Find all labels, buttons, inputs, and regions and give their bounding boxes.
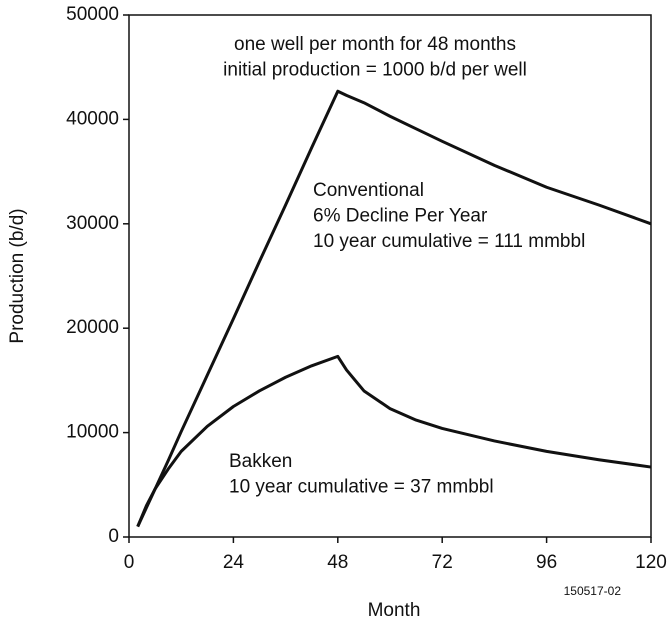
y-tick-label: 20000 [66, 317, 119, 338]
annotation: 6% Decline Per Year [313, 206, 488, 227]
annotation: one well per month for 48 months [234, 34, 516, 55]
plot-frame [128, 14, 652, 538]
annotation: Conventional [313, 180, 424, 201]
annotation: 10 year cumulative = 37 mmbbl [229, 477, 494, 498]
series-line [136, 354, 652, 528]
y-axis-label: Production (b/d) [7, 208, 28, 343]
y-tick-label: 50000 [66, 4, 119, 25]
y-tick-label: 30000 [66, 213, 119, 234]
x-tick-label: 24 [223, 552, 245, 573]
annotation: Bakken [229, 451, 292, 472]
y-tick-label: 40000 [66, 108, 119, 129]
y-tick-label: 0 [108, 526, 119, 547]
x-tick-label: 96 [536, 552, 557, 573]
x-tick-label: 48 [327, 552, 348, 573]
figure-id: 150517-02 [564, 584, 622, 598]
x-tick-label: 72 [432, 552, 453, 573]
annotation: initial production = 1000 b/d per well [223, 60, 527, 81]
series-line [136, 89, 652, 528]
y-tick-label: 10000 [66, 422, 119, 443]
x-tick-label: 0 [124, 552, 135, 573]
annotation: 10 year cumulative = 111 mmbbl [313, 231, 585, 252]
x-tick-label: 120 [635, 552, 667, 573]
x-axis-label: Month [368, 600, 421, 621]
